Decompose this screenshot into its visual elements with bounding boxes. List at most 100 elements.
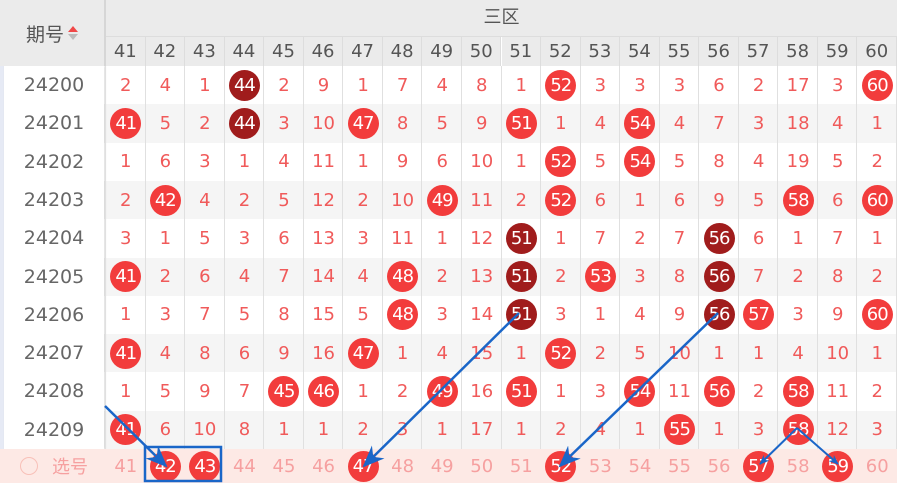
- miss-count: 5: [436, 112, 448, 134]
- table-cell: 2: [383, 372, 423, 410]
- selected-ball[interactable]: 59: [822, 450, 854, 482]
- table-cell: 58: [778, 411, 818, 449]
- miss-count: 5: [634, 342, 646, 364]
- miss-count: 1: [120, 151, 132, 173]
- table-cell: 52: [541, 66, 581, 104]
- table-cell: 52: [541, 334, 581, 372]
- select-number-41[interactable]: 41: [114, 455, 138, 477]
- period-cell: 24201: [23, 112, 85, 135]
- miss-count: 2: [436, 266, 448, 288]
- miss-count: 9: [831, 304, 844, 326]
- select-number-56[interactable]: 56: [707, 455, 731, 477]
- miss-count: 2: [238, 189, 251, 211]
- miss-count: 18: [786, 112, 810, 134]
- hit-ball: 60: [861, 299, 893, 331]
- select-number-43[interactable]: 43: [185, 449, 225, 483]
- table-cell: 10: [818, 334, 858, 372]
- select-number-59[interactable]: 59: [818, 449, 858, 483]
- selected-ball[interactable]: 57: [743, 450, 775, 482]
- miss-count: 9: [199, 381, 211, 403]
- table-cell: 41: [106, 334, 146, 372]
- column-divider: [737, 66, 739, 483]
- miss-count: 2: [634, 227, 646, 249]
- table-cell: 10: [383, 181, 423, 219]
- table-cell: 12: [304, 181, 344, 219]
- period-cell: 24202: [23, 150, 85, 173]
- column-header-55: 55: [659, 37, 700, 66]
- miss-count: 1: [713, 419, 725, 441]
- miss-count: 4: [752, 151, 765, 173]
- select-number-57[interactable]: 57: [739, 449, 779, 483]
- select-number-42[interactable]: 42: [146, 449, 186, 483]
- table-cell: 5: [185, 219, 225, 257]
- miss-count: 4: [594, 112, 607, 134]
- miss-count: 6: [238, 342, 251, 364]
- select-number-52[interactable]: 52: [541, 449, 581, 483]
- select-number-47[interactable]: 47: [343, 449, 383, 483]
- miss-count: 17: [786, 74, 810, 96]
- table-cell: 11: [304, 143, 344, 181]
- table-cell: 2: [541, 258, 581, 296]
- select-number-58[interactable]: 58: [786, 455, 810, 477]
- table-cell: 41: [106, 258, 146, 296]
- select-number-60[interactable]: 60: [865, 455, 889, 477]
- miss-count: 11: [391, 227, 415, 249]
- miss-count: 1: [555, 112, 567, 134]
- select-number-46[interactable]: 46: [312, 455, 335, 477]
- table-cell: 1: [699, 334, 739, 372]
- select-number-51[interactable]: 51: [509, 455, 533, 477]
- table-cell: 2: [541, 411, 581, 449]
- select-number-49[interactable]: 49: [430, 455, 454, 477]
- miss-count: 8: [475, 74, 488, 96]
- table-cell: 6: [422, 143, 462, 181]
- miss-count: 6: [831, 189, 844, 211]
- hit-ball: 52: [545, 337, 577, 369]
- hit-ball: 46: [308, 376, 340, 408]
- table-cell: 54: [620, 104, 660, 142]
- table-cell: 51: [502, 104, 542, 142]
- miss-count: 1: [713, 342, 725, 364]
- table-cell: 1: [857, 219, 897, 257]
- select-number-54[interactable]: 54: [628, 455, 652, 477]
- table-cell: 60: [857, 181, 897, 219]
- select-row-label[interactable]: 选号: [4, 449, 104, 483]
- table-cell: 3: [541, 296, 581, 334]
- miss-count: 1: [871, 342, 883, 364]
- table-cell: 8: [660, 258, 700, 296]
- miss-count: 2: [871, 266, 883, 288]
- selected-ball[interactable]: 52: [545, 450, 577, 482]
- hit-ball: 53: [584, 261, 616, 293]
- table-cell: 1: [343, 66, 383, 104]
- select-number-44[interactable]: 44: [232, 455, 256, 477]
- period-header[interactable]: 期号: [0, 0, 106, 66]
- table-cell: 2: [146, 258, 186, 296]
- miss-count: 6: [159, 151, 172, 173]
- select-number-55[interactable]: 55: [668, 455, 691, 477]
- table-cell: 14: [304, 258, 344, 296]
- miss-count: 8: [713, 151, 725, 173]
- period-cell: 24204: [23, 227, 85, 250]
- miss-count: 2: [594, 342, 607, 364]
- radio-icon[interactable]: [20, 457, 38, 475]
- table-cell: 1: [502, 66, 542, 104]
- select-number-48[interactable]: 48: [391, 455, 415, 477]
- hit-ball: 49: [426, 376, 458, 408]
- miss-count: 6: [713, 74, 725, 96]
- miss-count: 9: [317, 74, 330, 96]
- table-cell: 12: [462, 219, 502, 257]
- selected-ball[interactable]: 42: [149, 450, 181, 482]
- table-cell: 16: [462, 372, 502, 410]
- sort-asc-icon[interactable]: [68, 26, 78, 40]
- table-cell: 58: [778, 181, 818, 219]
- select-number-53[interactable]: 53: [588, 455, 612, 477]
- miss-count: 1: [515, 74, 527, 96]
- hit-ball: 41: [110, 261, 142, 293]
- miss-count: 2: [357, 189, 369, 211]
- table-cell: 42: [146, 181, 186, 219]
- table-cell: 52: [541, 143, 581, 181]
- select-number-45[interactable]: 45: [272, 455, 296, 477]
- hit-ball: 48: [387, 299, 419, 331]
- selected-ball[interactable]: 43: [189, 450, 221, 482]
- selected-ball[interactable]: 47: [347, 450, 379, 482]
- select-number-50[interactable]: 50: [470, 455, 494, 477]
